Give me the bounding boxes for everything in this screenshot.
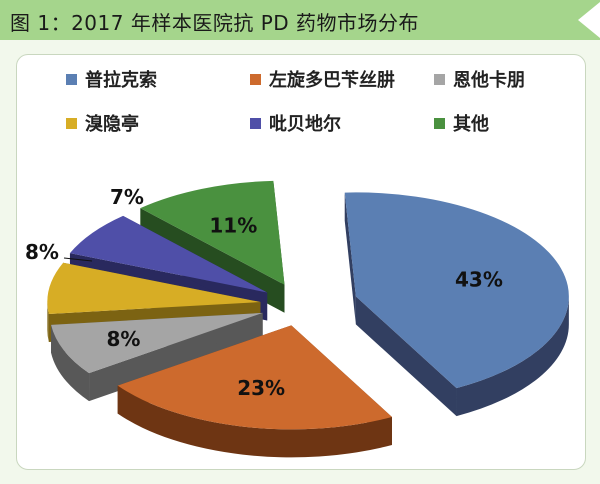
legend-item-levodopa-benserazide: 左旋多巴苄丝肼 <box>250 66 395 92</box>
chart-title: 图 1：2017 年样本医院抗 PD 药物市场分布 <box>10 11 420 35</box>
legend-item-entacapone: 恩他卡朋 <box>434 66 525 92</box>
leader-line-bromocriptine <box>63 257 93 262</box>
pie-label-entacapone: 8% <box>106 327 140 351</box>
legend-label-other: 其他 <box>453 114 489 135</box>
pie-slice-top-pramipexole <box>344 192 569 389</box>
legend-label-piribedil: 吡贝地尔 <box>269 114 341 135</box>
legend-swatch-entacapone <box>434 73 445 85</box>
pie-slice-wall-pramipexole-start <box>344 192 356 325</box>
legend-swatch-piribedil <box>250 117 261 129</box>
pie-label-other: 11% <box>209 213 257 237</box>
legend-label-pramipexole: 普拉克索 <box>85 70 157 91</box>
legend-item-pramipexole: 普拉克索 <box>66 66 157 92</box>
legend-swatch-other <box>434 117 445 129</box>
pie-slice-side-bromocriptine <box>47 302 49 342</box>
title-bar: 图 1：2017 年样本医院抗 PD 药物市场分布 <box>0 0 600 40</box>
pie-slice-top-other <box>140 180 285 285</box>
pie-label-bromocriptine: 8% <box>25 240 59 264</box>
pie-slice-entacapone <box>51 312 263 402</box>
legend-label-bromocriptine: 溴隐亭 <box>85 114 139 135</box>
legend-label-entacapone: 恩他卡朋 <box>453 70 525 91</box>
legend-item-other: 其他 <box>434 110 489 136</box>
legend-swatch-bromocriptine <box>66 117 77 129</box>
pie-slice-side-levodopa-benserazide <box>117 385 392 458</box>
legend-label-levodopa-benserazide: 左旋多巴苄丝肼 <box>269 70 395 91</box>
pie-slice-pramipexole <box>344 192 569 417</box>
title-arrow-icon <box>578 2 600 38</box>
legend: 普拉克索 左旋多巴苄丝肼 恩他卡朋 溴隐亭 吡贝地尔 其他 <box>60 64 580 154</box>
pie-slice-top-entacapone <box>51 312 263 374</box>
pie-label-levodopa-benserazide: 23% <box>237 376 285 400</box>
pie-slice-side-pramipexole <box>456 296 569 417</box>
pie-label-piribedil: 7% <box>110 185 144 209</box>
legend-item-piribedil: 吡贝地尔 <box>250 110 341 136</box>
legend-item-bromocriptine: 溴隐亭 <box>66 110 139 136</box>
pie-slice-side-entacapone <box>51 324 90 402</box>
pie-slice-top-bromocriptine <box>47 262 261 314</box>
legend-swatch-levodopa-benserazide <box>250 73 261 85</box>
legend-swatch-pramipexole <box>66 73 77 85</box>
pie-label-pramipexole: 43% <box>455 268 503 292</box>
pie-slice-top-piribedil <box>69 215 268 293</box>
pie-slice-levodopa-benserazide <box>117 325 392 458</box>
pie-slice-wall-pramipexole-end <box>355 296 457 417</box>
pie-slice-top-levodopa-benserazide <box>117 325 392 430</box>
